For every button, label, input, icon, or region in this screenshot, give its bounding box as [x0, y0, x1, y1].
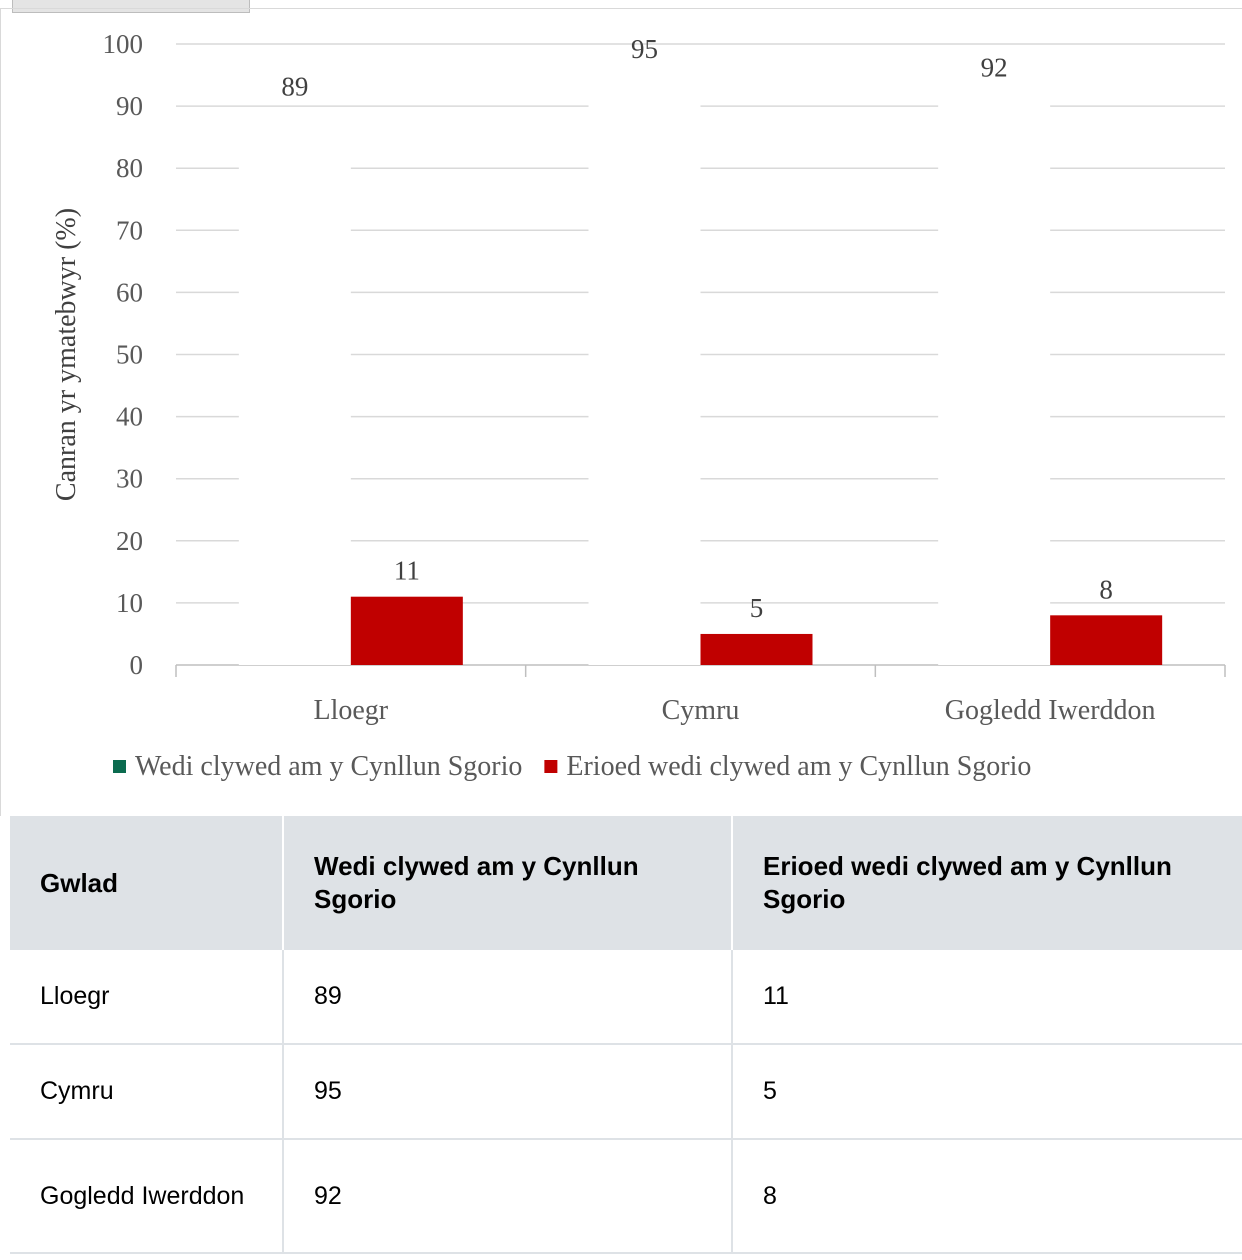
legend-label: Erioed wedi clywed am y Cynllun Sgorio	[566, 751, 1031, 782]
table-cell-heard: 89	[282, 950, 732, 1045]
bar-chart: 0 10 20 30 40 50 60 70 80 90 100 89 11 Lloegr 95 5 Cymru…	[51, 29, 1226, 782]
data-label: 11	[394, 556, 420, 586]
data-label: 89	[281, 71, 308, 101]
bar-never-heard	[350, 596, 463, 665]
bar-never-heard	[1050, 615, 1163, 665]
y-tick-label: 70	[116, 215, 143, 245]
table-cell-never-heard: 8	[731, 1139, 1242, 1254]
chart-panel: 0 10 20 30 40 50 60 70 80 90 100 89 11 Lloegr 95 5 Cymru…	[0, 8, 1242, 816]
x-tick-label: Lloegr	[314, 695, 389, 726]
y-tick-label: 100	[103, 29, 144, 59]
table-cell-never-heard: 5	[731, 1044, 1242, 1140]
table-row: Gogledd Iwerddon 92 8	[10, 1139, 1242, 1254]
table-cell-country: Lloegr	[10, 950, 283, 1045]
y-tick-label: 90	[116, 91, 143, 121]
table-cell-never-heard: 11	[731, 950, 1242, 1045]
table-header-heard: Wedi clywed am y Cynllun Sgorio	[282, 816, 732, 950]
data-label: 8	[1099, 574, 1113, 604]
data-table: Gwlad Wedi clywed am y Cynllun Sgorio Er…	[10, 816, 1242, 1254]
y-tick-label: 0	[130, 650, 144, 680]
x-tick-label: Cymru	[662, 695, 740, 726]
tab-strip	[12, 0, 250, 13]
y-tick-label: 50	[116, 340, 143, 370]
table-row: Lloegr 89 11	[10, 950, 1242, 1045]
bar-heard	[588, 75, 701, 666]
bar-heard	[938, 93, 1051, 666]
table-header-country: Gwlad	[10, 816, 283, 950]
legend-swatch	[544, 760, 558, 773]
y-tick-label: 60	[116, 277, 143, 307]
bar-heard	[238, 112, 351, 665]
table-cell-heard: 92	[282, 1139, 732, 1254]
table-row: Cymru 95 5	[10, 1044, 1242, 1140]
y-tick-label: 30	[116, 464, 143, 494]
data-label: 5	[750, 593, 764, 623]
legend-label: Wedi clywed am y Cynllun Sgorio	[135, 751, 522, 782]
table-cell-country: Gogledd Iwerddon	[10, 1139, 283, 1254]
y-tick-label: 40	[116, 402, 143, 432]
bar-never-heard	[700, 633, 813, 665]
table-cell-country: Cymru	[10, 1044, 283, 1140]
table-header-never-heard: Erioed wedi clywed am y Cynllun Sgorio	[731, 816, 1242, 950]
data-label: 92	[981, 53, 1008, 83]
y-tick-label: 10	[116, 588, 143, 618]
table-cell-heard: 95	[282, 1044, 732, 1140]
table-header-row: Gwlad Wedi clywed am y Cynllun Sgorio Er…	[10, 816, 1242, 950]
y-axis-title: Canran yr ymatebwyr (%)	[51, 208, 82, 501]
x-tick-label: Gogledd Iwerddon	[945, 695, 1156, 726]
y-tick-label: 20	[116, 526, 143, 556]
y-tick-label: 80	[116, 153, 143, 183]
data-label: 95	[631, 34, 658, 64]
legend-swatch	[113, 760, 126, 773]
